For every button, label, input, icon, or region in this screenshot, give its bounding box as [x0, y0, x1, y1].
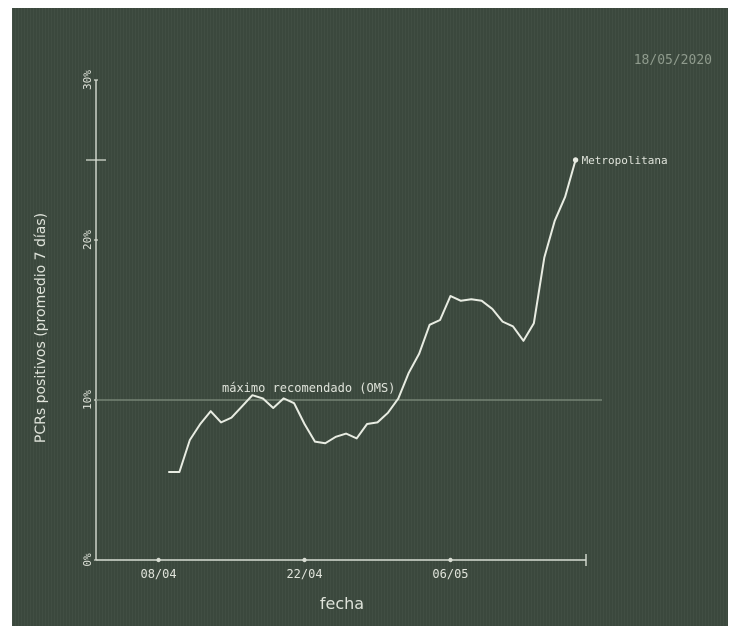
chart-panel: 0% 10% 20% 30% 08/04 22/04 06/05 máximo recomen…	[12, 8, 728, 626]
x-tick-label: 08/04	[140, 567, 176, 581]
series-line-metropolitana	[169, 160, 576, 472]
x-tick-dot	[156, 558, 160, 562]
axes-layer	[86, 80, 586, 566]
series-layer	[169, 157, 578, 472]
reference-line-label: máximo recomendado (OMS)	[222, 381, 395, 395]
series-label-metropolitana: Metropolitana	[582, 154, 668, 167]
x-tick-dot	[302, 558, 306, 562]
y-tick-label: 30%	[81, 70, 94, 90]
y-tick-label: 0%	[81, 553, 94, 567]
line-chart: 0% 10% 20% 30% 08/04 22/04 06/05 máximo recomen…	[12, 8, 728, 626]
labels-layer: 0% 10% 20% 30% 08/04 22/04 06/05 máximo recomen…	[33, 53, 712, 613]
date-stamp: 18/05/2020	[634, 53, 712, 68]
x-tick-label: 22/04	[286, 567, 322, 581]
y-tick-label: 20%	[81, 230, 94, 250]
x-axis-title: fecha	[320, 594, 364, 613]
x-tick-dot	[448, 558, 452, 562]
y-axis-title: PCRs positivos (promedio 7 días)	[33, 213, 49, 443]
series-end-point	[573, 157, 578, 162]
y-tick-label: 10%	[81, 390, 94, 410]
x-tick-label: 06/05	[432, 567, 468, 581]
